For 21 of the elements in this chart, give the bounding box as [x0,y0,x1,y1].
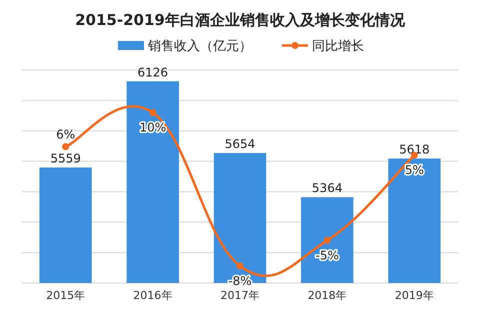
chart-title: 2015-2019年白酒企业销售收入及增长变化情况 [75,11,406,29]
data-label: 5364 [312,181,342,196]
data-label: 5618 [399,142,430,157]
point [236,262,244,270]
data-label: 5654 [224,137,256,152]
data-label: 6% [56,128,76,142]
data-label: 5% [404,163,424,178]
data-label: -5% [316,248,339,262]
data-label: 5559 [50,152,81,166]
legend-label: 销售收入（亿元） [147,39,252,54]
x-tick-label: 2017年 [220,289,260,302]
point [149,109,156,116]
point [324,236,331,244]
x-tick-label: 2019年 [394,289,434,302]
x-tick-label: 2018年 [308,289,347,302]
point [62,143,70,150]
legend-label: 同比增长 [312,39,364,54]
x-tick-label: 2016年 [133,289,172,302]
data-label: 10% [139,120,166,135]
x-tick-label: 2015年 [46,289,86,302]
data-label: 6126 [138,65,168,80]
